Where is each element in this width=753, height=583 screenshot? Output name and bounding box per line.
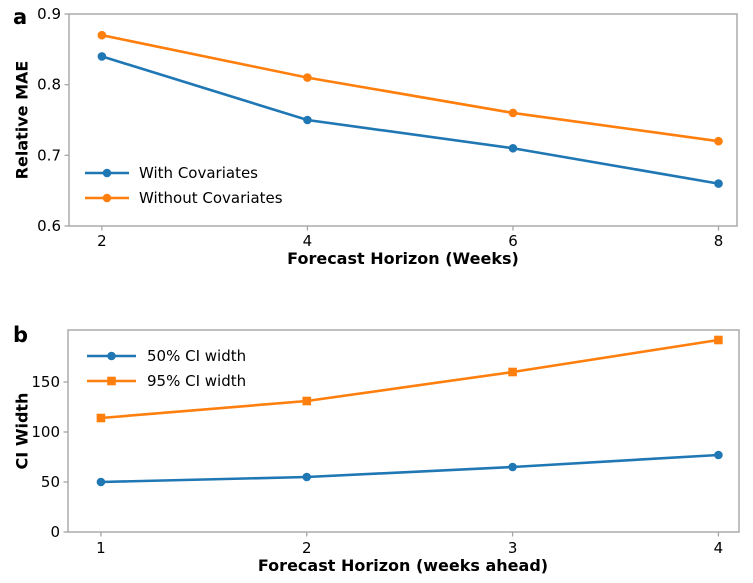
data-point-95-ci-width [508,367,517,377]
axes-frame [67,329,740,533]
legend-label-without-covariates: Without Covariates [139,189,283,207]
data-point-50-ci-width [714,450,723,460]
y-tick-label: 0 [50,523,60,541]
legend-label-95ci-width: 95% CI width [147,372,247,390]
data-point-with-covariates [97,52,107,61]
x-tick-label: 2 [97,232,107,250]
x-tick-label: 1 [96,539,106,557]
legend-swatch-marker [107,376,116,386]
y-tick-label: 100 [31,423,60,441]
data-point-95-ci-width [96,413,106,423]
series-line-95-ci-width [99,338,720,420]
series-line-without-covariates [100,33,720,143]
data-point-with-covariates [508,143,518,153]
y-tick-label: 0.8 [37,76,61,94]
x-tick-label: 6 [508,232,518,250]
x-tick-label: 8 [714,232,724,250]
x-tick-label: 3 [508,539,518,557]
data-point-with-covariates [714,179,723,188]
panel-b-label: b [13,323,29,347]
panel-b-x-axis-label: Forecast Horizon (weeks ahead) [257,556,549,575]
y-tick-label: 150 [31,373,60,391]
panel-b: 0 50 100 150 1 2 3 4 [31,329,740,557]
y-tick-label: 0.7 [37,146,61,164]
series-line-with-covariates [100,55,720,185]
data-point-50-ci-width [302,472,312,482]
panel-a: 0.6 0.7 0.8 0.9 2 4 6 8 [37,5,738,250]
axes-frame [68,13,738,227]
data-point-with-covariates [303,115,312,125]
data-point-95-ci-width [302,396,312,406]
legend-swatch-marker [107,351,116,361]
panel-a-y-axis-label: Relative MAE [12,60,32,180]
data-point-without-covariates [97,30,107,40]
legend-label-with-covariates: With Covariates [139,164,258,182]
legend-swatch-marker [102,193,112,203]
legend-label-50ci-width: 50% CI width [147,347,247,365]
data-point-without-covariates [508,108,518,118]
panel-a-label: a [13,5,28,29]
legend-swatch-marker [102,168,112,178]
y-tick-label: 0.9 [37,5,61,23]
x-tick-label: 4 [714,539,724,557]
data-point-50-ci-width [508,462,517,472]
data-point-95-ci-width [714,335,723,345]
x-tick-label: 2 [302,539,312,557]
y-tick-label: 50 [41,473,60,491]
data-point-without-covariates [714,136,723,146]
x-tick-label: 4 [303,232,313,250]
data-point-50-ci-width [96,477,106,487]
panel-b-y-axis-label: CI Width [12,392,32,470]
data-point-without-covariates [303,73,312,82]
panel-a-x-axis-label: Forecast Horizon (Weeks) [287,249,519,268]
y-tick-label: 0.6 [37,217,61,235]
series-line-50-ci-width [99,453,720,484]
